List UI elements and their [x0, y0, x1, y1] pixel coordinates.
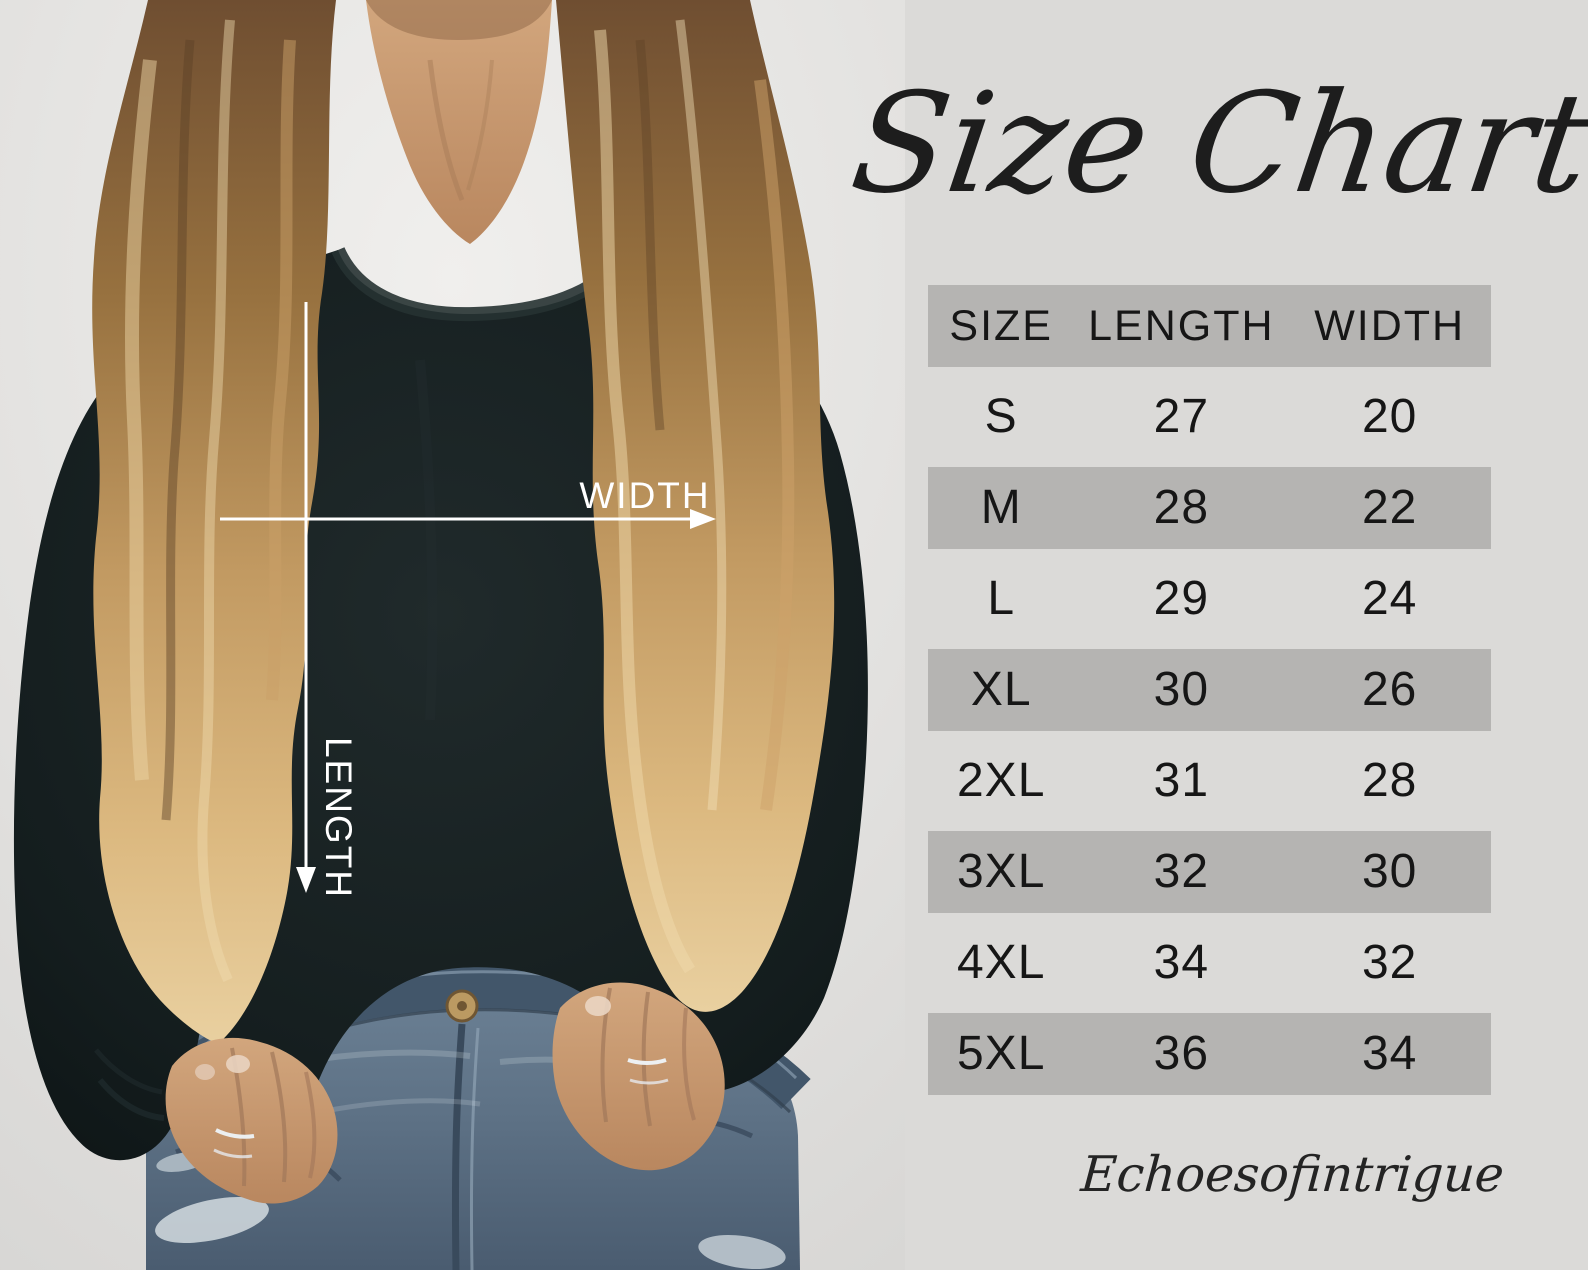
table-row: L 29 24: [928, 558, 1491, 640]
size-table: SIZE LENGTH WIDTH S 27 20 M 28 22 L 29 2…: [928, 285, 1491, 1104]
cell-size: 5XL: [956, 1027, 1046, 1080]
cell-length: 27: [1153, 390, 1210, 443]
cell-length: 29: [1153, 572, 1210, 625]
length-label: LENGTH: [318, 737, 359, 899]
table-row: S 27 20: [928, 376, 1491, 458]
measurement-arrows: WIDTH LENGTH: [220, 302, 716, 899]
table-row: 3XL 32 30: [928, 831, 1491, 913]
model-hair: [92, 0, 835, 1044]
cell-size: XL: [970, 663, 1032, 716]
cell-size: L: [987, 572, 1016, 625]
cell-width: 24: [1361, 572, 1418, 625]
length-arrowhead: [296, 867, 316, 893]
cell-length: 34: [1153, 936, 1210, 989]
table-header-row: SIZE LENGTH WIDTH: [928, 285, 1491, 367]
cell-width: 30: [1361, 845, 1418, 898]
ring: [629, 1078, 669, 1085]
product-photo: WIDTH LENGTH: [0, 0, 905, 1270]
cell-size: 4XL: [956, 936, 1046, 989]
cell-length: 28: [1153, 481, 1210, 534]
ring: [627, 1058, 667, 1065]
cell-width: 20: [1361, 390, 1418, 443]
cell-width: 28: [1361, 754, 1418, 807]
width-label: WIDTH: [579, 475, 710, 516]
table-row: M 28 22: [928, 467, 1491, 549]
table-row: 4XL 34 32: [928, 922, 1491, 1004]
ring: [213, 1148, 253, 1159]
cell-size: S: [984, 390, 1018, 443]
cell-size: 3XL: [956, 845, 1046, 898]
cell-width: 22: [1361, 481, 1418, 534]
column-header-width: WIDTH: [1314, 301, 1466, 350]
cell-width: 32: [1361, 936, 1418, 989]
table-row: XL 30 26: [928, 649, 1491, 731]
cell-length: 31: [1153, 754, 1210, 807]
table-body: S 27 20 M 28 22 L 29 24 XL 30 26 2XL 31 …: [928, 376, 1491, 1095]
model-neck: [366, 0, 552, 244]
model-hands: [165, 982, 725, 1204]
column-header-length: LENGTH: [1088, 301, 1275, 350]
table-row: 5XL 36 34: [928, 1013, 1491, 1095]
cell-width: 34: [1361, 1027, 1418, 1080]
brand-signature: Echoesofintrigue: [1079, 1146, 1506, 1203]
table-row: 2XL 31 28: [928, 740, 1491, 822]
ring: [215, 1128, 255, 1139]
cell-length: 32: [1153, 845, 1210, 898]
column-header-size: SIZE: [949, 301, 1053, 350]
page-title: Size Chart: [843, 62, 1588, 224]
cell-size: M: [980, 481, 1022, 534]
cell-size: 2XL: [956, 754, 1046, 807]
cell-width: 26: [1361, 663, 1418, 716]
cell-length: 30: [1153, 663, 1210, 716]
cell-length: 36: [1153, 1027, 1210, 1080]
width-arrowhead: [690, 509, 716, 529]
